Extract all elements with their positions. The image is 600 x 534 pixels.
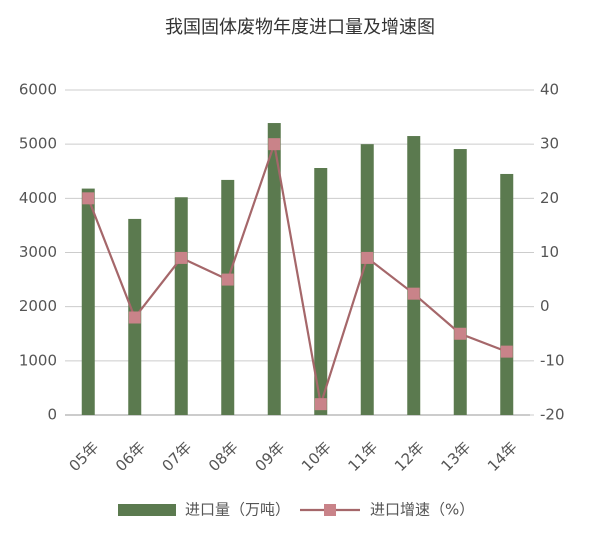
x-tick-label: 12年 — [391, 438, 428, 475]
bar — [360, 144, 374, 415]
y-tick-label: 0 — [47, 406, 57, 424]
x-tick-label: 11年 — [344, 438, 381, 475]
bar — [453, 149, 467, 415]
marker — [500, 345, 513, 358]
line — [87, 139, 508, 405]
marker — [175, 251, 188, 264]
marker — [268, 138, 281, 151]
legend-label: 进口量（万吨） — [185, 501, 290, 519]
y2-tick-label: 30 — [540, 135, 559, 153]
x-tick-label: 06年 — [112, 438, 149, 475]
y-tick-label: 6000 — [19, 81, 57, 99]
bar — [221, 179, 235, 415]
marker — [407, 287, 420, 300]
marker — [221, 273, 234, 286]
y2-tick-label: 10 — [540, 243, 559, 261]
y2-tick-label: 20 — [540, 189, 559, 207]
bar — [81, 188, 95, 415]
x-tick-label: 05年 — [65, 438, 102, 475]
y-tick-label: 2000 — [19, 297, 57, 315]
x-tick-label: 10年 — [298, 438, 335, 475]
x-tick-label: 09年 — [251, 438, 288, 475]
y2-tick-label: -10 — [540, 351, 565, 369]
bar — [314, 168, 328, 415]
marker — [128, 311, 141, 324]
bar — [174, 197, 188, 415]
y2-tick-label: -20 — [540, 406, 565, 424]
bar — [407, 136, 421, 415]
bar — [500, 173, 514, 415]
legend-marker — [324, 504, 336, 516]
bar — [267, 123, 281, 416]
y2-tick-label: 0 — [540, 297, 550, 315]
y-tick-label: 3000 — [19, 243, 57, 261]
y-tick-label: 5000 — [19, 135, 57, 153]
x-tick-label: 07年 — [158, 438, 195, 475]
marker — [454, 327, 467, 340]
marker — [82, 192, 95, 205]
x-tick-label: 13年 — [437, 438, 474, 475]
y2-tick-label: 40 — [540, 81, 559, 99]
x-tick-label: 08年 — [205, 438, 242, 475]
y-tick-label: 1000 — [19, 351, 57, 369]
marker — [314, 398, 327, 411]
x-tick-label: 14年 — [484, 438, 521, 475]
marker — [361, 251, 374, 264]
y-tick-label: 4000 — [19, 189, 57, 207]
legend-swatch — [118, 504, 176, 516]
legend-label: 进口增速（%） — [370, 501, 474, 519]
chart-title: 我国固体废物年度进口量及增速图 — [165, 17, 435, 38]
